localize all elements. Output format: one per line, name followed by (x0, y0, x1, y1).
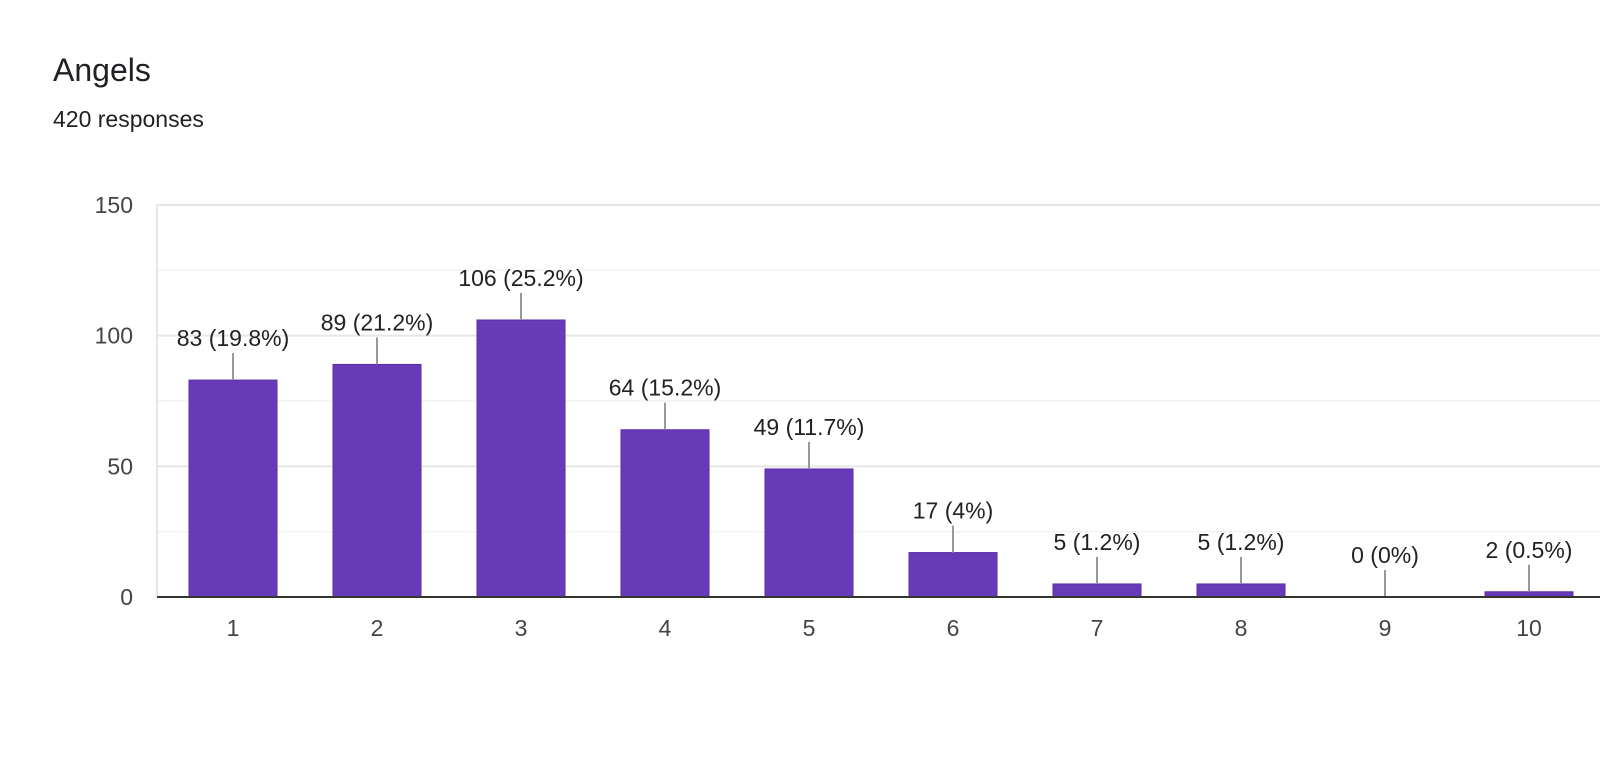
grid-lines (157, 204, 1600, 533)
y-tick-label: 100 (95, 323, 133, 349)
data-label: 5 (1.2%) (1054, 529, 1141, 555)
y-tick-label: 50 (107, 453, 133, 479)
bar (1196, 583, 1286, 598)
x-tick-label: 5 (803, 615, 816, 641)
axes (156, 205, 1600, 598)
x-tick-label: 8 (1235, 615, 1248, 641)
y-tick-label: 150 (95, 192, 133, 218)
x-tick-label: 4 (659, 615, 672, 641)
y-tick-label: 0 (120, 584, 133, 610)
x-tick-label: 7 (1091, 615, 1104, 641)
bar (332, 363, 422, 598)
data-label: 0 (0%) (1351, 542, 1419, 568)
data-label: 89 (21.2%) (321, 309, 434, 335)
x-tick-label: 1 (227, 615, 240, 641)
bar (1052, 583, 1142, 598)
x-tick-label: 9 (1379, 615, 1392, 641)
label-leaders (232, 292, 1530, 597)
data-label: 64 (15.2%) (609, 375, 722, 401)
data-label: 106 (25.2%) (458, 265, 583, 291)
x-tick-label: 3 (515, 615, 528, 641)
bars (188, 319, 1574, 598)
bar (476, 319, 566, 598)
data-label: 49 (11.7%) (754, 414, 865, 440)
data-label: 17 (4%) (913, 498, 994, 524)
response-count: 420 responses (53, 106, 204, 132)
x-axis-ticks: 1 2 3 4 5 6 7 8 9 10 (227, 615, 1542, 641)
x-tick-label: 6 (947, 615, 960, 641)
bar (764, 468, 854, 598)
bar (188, 379, 278, 598)
bar (908, 552, 998, 598)
x-tick-label: 10 (1516, 615, 1542, 641)
y-axis-ticks: 0 50 100 150 (95, 192, 133, 610)
bar (620, 429, 710, 598)
data-label: 83 (19.8%) (177, 325, 290, 351)
data-label: 5 (1.2%) (1198, 529, 1285, 555)
data-labels: 83 (19.8%) 89 (21.2%) 106 (25.2%) 64 (15.2%… (177, 265, 1573, 568)
x-tick-label: 2 (371, 615, 384, 641)
data-label: 2 (0.5%) (1486, 537, 1573, 563)
chart-title: Angels (53, 52, 151, 88)
